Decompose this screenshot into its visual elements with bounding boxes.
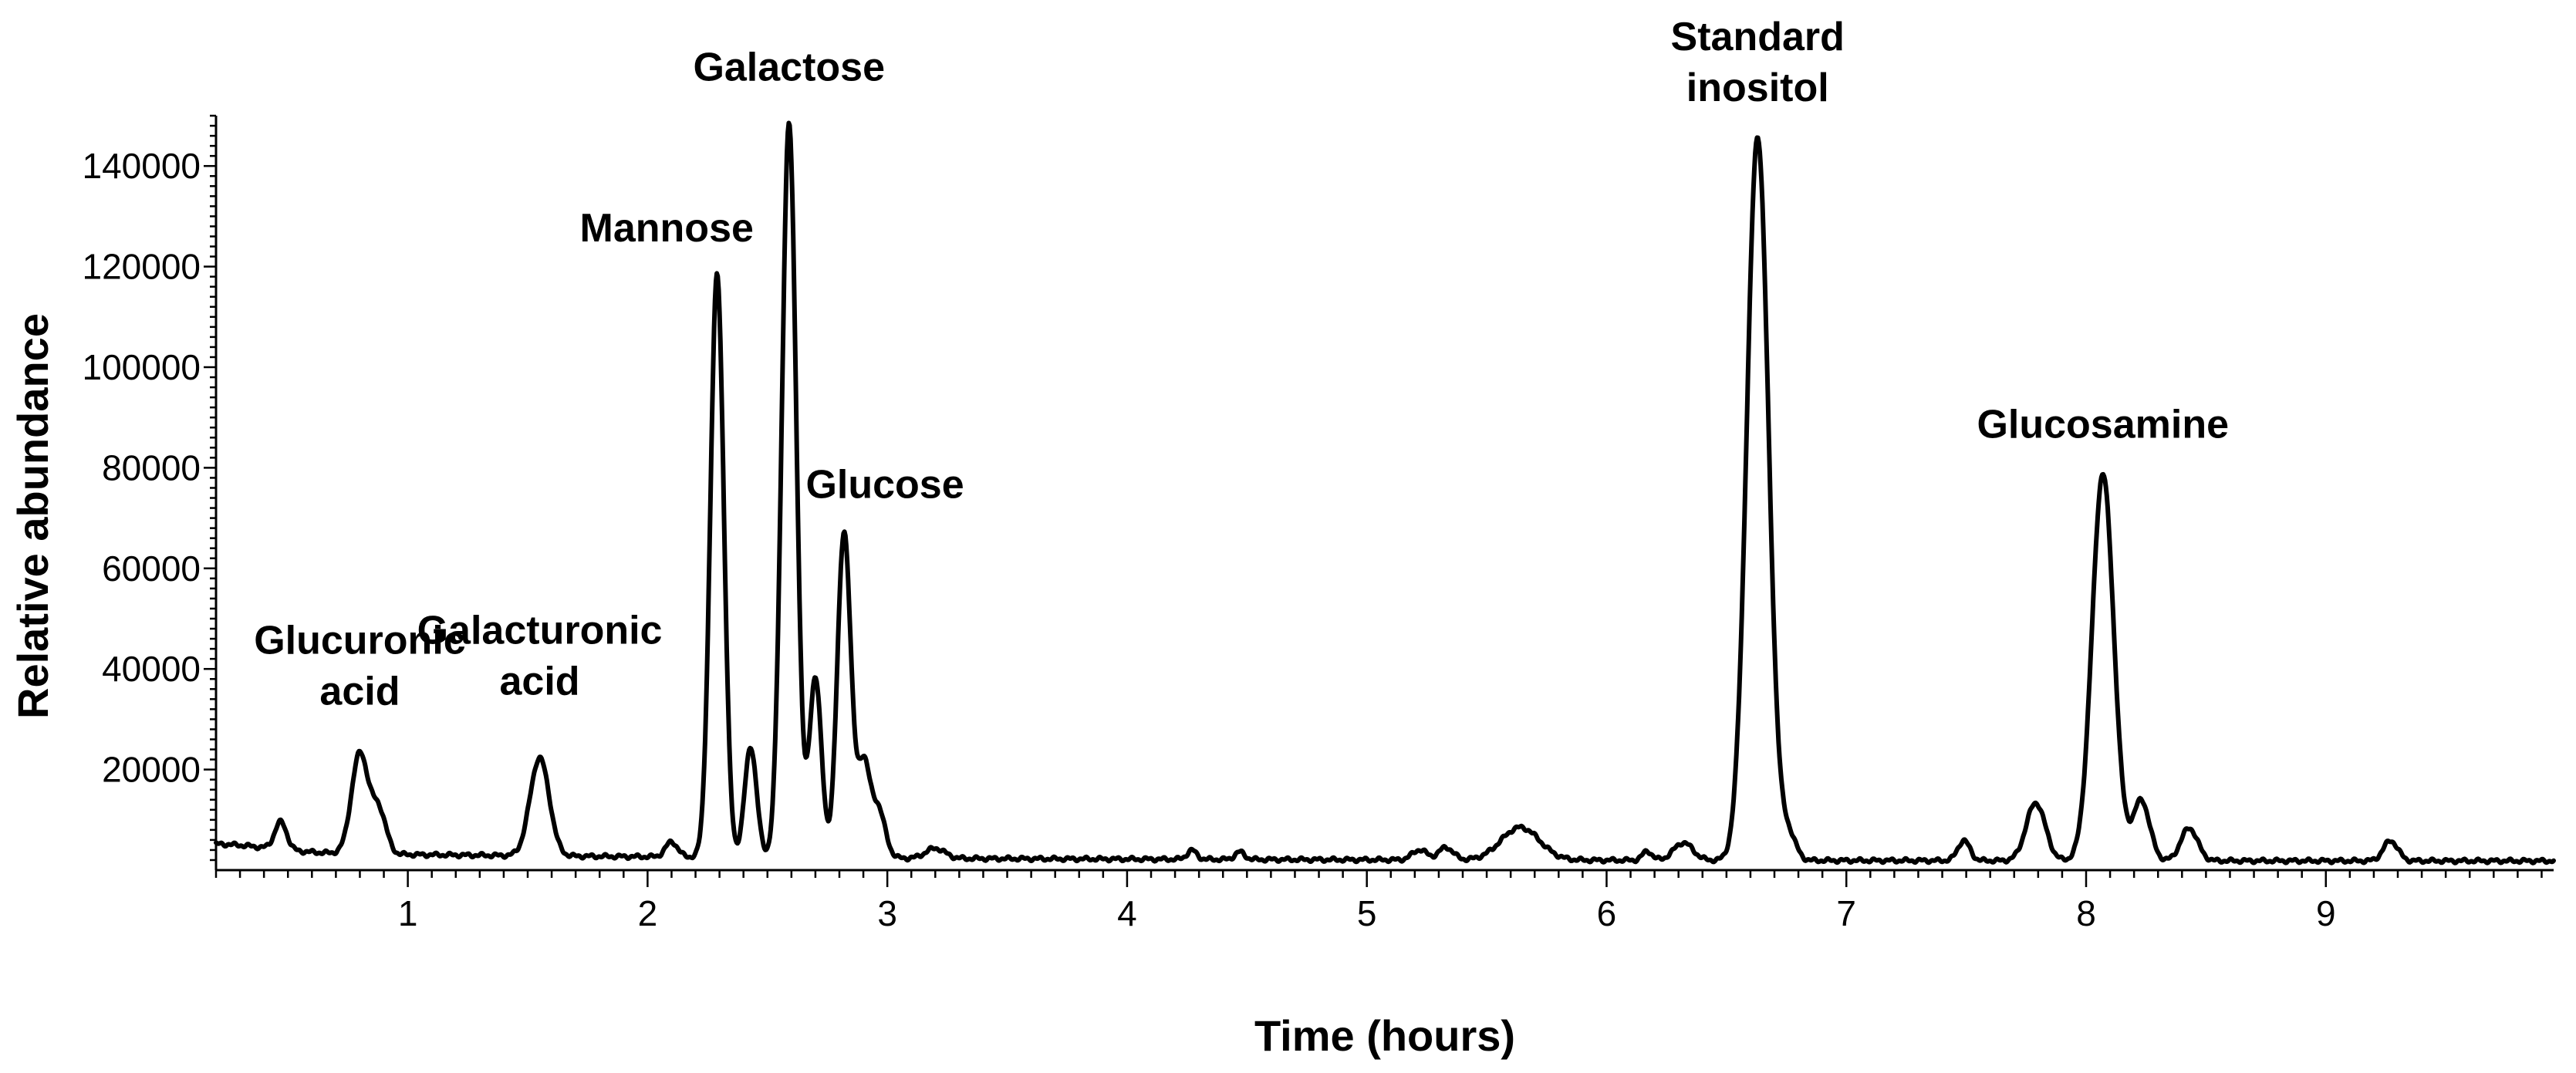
peak-label-text: Glucose: [805, 463, 964, 508]
x-tick-label: 8: [2076, 893, 2096, 933]
x-tick-label: 2: [638, 893, 658, 933]
peak-label-text: Glucuronic: [254, 619, 465, 663]
peak-annotation: Standard inositol: [1671, 15, 1845, 110]
y-tick-label: 140000: [83, 146, 201, 186]
peak-label-text: acid: [319, 670, 400, 714]
chromatogram-trace: [214, 120, 2556, 865]
x-tick-label: 7: [1836, 893, 1856, 933]
x-tick-label: 5: [1357, 893, 1377, 933]
peak-annotation: Galacturonic acid: [417, 609, 663, 704]
peak-annotation: Glucuronic acid: [254, 619, 465, 714]
x-tick-label: 1: [398, 893, 418, 933]
peak-label-text: Galactose: [693, 45, 885, 89]
peak-label-text: Mannose: [580, 206, 754, 251]
y-tick-label: 20000: [102, 750, 201, 790]
peak-label-text: inositol: [1686, 66, 1829, 110]
y-tick-label: 40000: [102, 649, 201, 689]
peak-annotation: Glucose: [805, 463, 964, 508]
x-tick-label: 4: [1117, 893, 1137, 933]
y-tick-label: 60000: [102, 548, 201, 589]
peak-annotation: Galactose: [693, 45, 885, 89]
x-tick-label: 3: [877, 893, 897, 933]
y-tick-label: 120000: [83, 247, 201, 287]
x-axis-title: Time (hours): [1254, 1011, 1515, 1060]
y-tick-label: 80000: [102, 447, 201, 488]
peak-label-text: acid: [500, 660, 580, 704]
peak-label-text: Glucosamine: [1977, 402, 2229, 447]
axes: [214, 116, 2554, 872]
ticks: 1 2 3 4 5 6 7 8 9 20000 40000 60000 80000 100000 12000…: [83, 114, 2543, 933]
x-tick-label: 9: [2316, 893, 2336, 933]
x-tick-label: 6: [1597, 893, 1617, 933]
peak-annotation: Mannose: [580, 206, 754, 251]
y-axis-title: Relative abundance: [8, 313, 57, 719]
peak-labels: Glucuronic acid Galacturonic acid Mannose Gal…: [254, 15, 2229, 714]
peak-label-text: Standard: [1671, 15, 1845, 59]
y-tick-label: 100000: [83, 347, 201, 387]
peak-label-text: Galacturonic: [417, 609, 663, 653]
peak-annotation: Glucosamine: [1977, 402, 2229, 447]
